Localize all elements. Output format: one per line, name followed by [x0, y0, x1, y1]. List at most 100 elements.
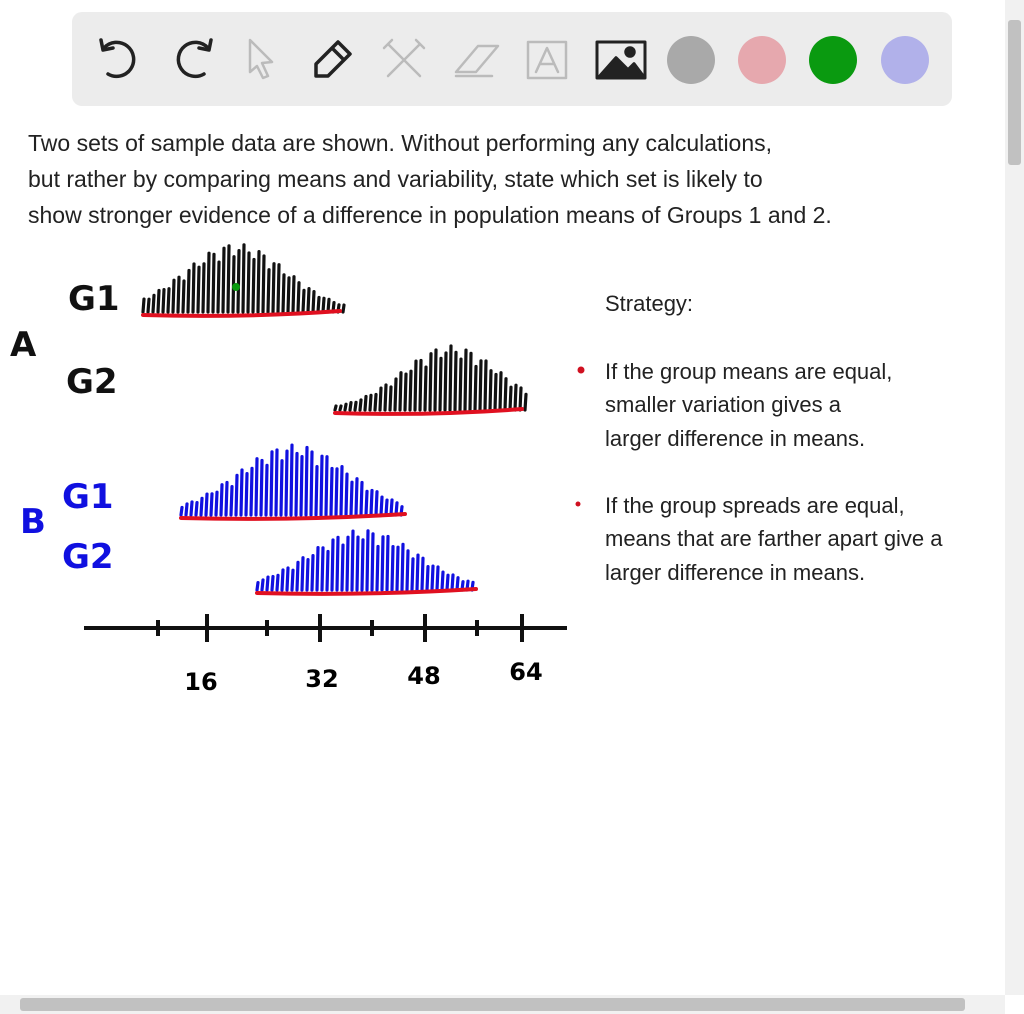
sketch-stroke: [428, 352, 433, 412]
color-swatch-pink[interactable]: [738, 36, 786, 84]
axis-label: 64: [509, 658, 542, 686]
axis-label: 32: [305, 665, 338, 693]
horizontal-scroll-thumb[interactable]: [20, 998, 965, 1011]
color-swatch-green[interactable]: [809, 36, 857, 84]
group-label: G1: [68, 279, 120, 319]
sketch-stroke: [425, 565, 430, 592]
sketch-stroke: [294, 451, 299, 517]
sketch-stroke: [166, 287, 171, 314]
sketch-stroke: [289, 443, 294, 517]
sketch-stroke: [355, 535, 360, 592]
sketch-stroke: [373, 392, 378, 412]
sketch-stroke: [440, 570, 445, 592]
sketch-stroke: [306, 287, 311, 314]
sketch-stroke: [216, 260, 221, 314]
sketch-stroke: [315, 545, 320, 592]
question-line: but rather by comparing means and variab…: [28, 166, 763, 192]
sketch-stroke: [221, 246, 226, 314]
sketch-stroke: [458, 357, 463, 412]
sketch-stroke: [333, 404, 338, 412]
sketch-stroke: [478, 359, 483, 412]
vertical-scroll-thumb[interactable]: [1008, 20, 1021, 165]
sketch-stroke: [395, 545, 400, 592]
redo-button[interactable]: [176, 38, 213, 79]
sketch-stroke: [285, 566, 290, 592]
sketch-stroke: [241, 243, 246, 314]
shapes-tool[interactable]: [382, 38, 426, 78]
sketch-stroke: [523, 392, 528, 412]
sketch-stroke: [513, 383, 518, 412]
sketch-stroke: [413, 359, 418, 412]
sketch-stroke: [311, 289, 316, 314]
sketch: [141, 243, 528, 642]
axis-label: 48: [407, 662, 440, 690]
bullet: [577, 366, 585, 374]
sketch-stroke: [388, 385, 393, 412]
strategy-line: If the group spreads are equal,: [605, 493, 905, 518]
sketch-stroke: [438, 356, 443, 412]
sketch-stroke: [204, 492, 209, 517]
sketch-stroke: [408, 369, 413, 412]
sketch-stroke: [410, 557, 415, 592]
select-tool[interactable]: [248, 38, 274, 80]
sketch-stroke: [299, 455, 304, 517]
sketch-stroke: [498, 371, 503, 412]
group-label: G2: [66, 362, 118, 402]
sketch-stroke: [251, 257, 256, 314]
sketch-stroke: [156, 288, 161, 314]
strategy-line: means that are farther apart give a: [605, 526, 943, 551]
sketch-stroke: [369, 488, 374, 517]
sketch-stroke: [281, 273, 286, 314]
sketch-stroke: [385, 534, 390, 592]
sketch-stroke: [393, 377, 398, 412]
sketch-stroke: [265, 575, 270, 592]
sketch-stroke: [354, 477, 359, 517]
eraser-tool[interactable]: [454, 44, 500, 78]
vertical-scrollbar[interactable]: [1005, 0, 1024, 995]
pen-tool[interactable]: [314, 40, 352, 78]
sketch-stroke: [348, 401, 353, 412]
sketch-stroke: [141, 297, 146, 314]
sketch-stroke: [286, 276, 291, 314]
sketch-stroke: [398, 371, 403, 412]
sketch-stroke: [370, 532, 375, 592]
set-label: A: [10, 325, 37, 365]
text-tool[interactable]: [526, 40, 568, 80]
color-swatch-lavender[interactable]: [881, 36, 929, 84]
sketch-stroke: [390, 544, 395, 592]
color-swatch-gray[interactable]: [667, 36, 715, 84]
sketch-stroke: [196, 265, 201, 314]
sketch-stroke: [319, 454, 324, 517]
strategy-line: larger difference in means.: [605, 560, 865, 585]
sketch-stroke: [455, 576, 460, 592]
sketch-stroke: [463, 348, 468, 412]
sketch-stroke: [211, 252, 216, 314]
sketch-stroke: [171, 278, 176, 314]
sketch-stroke: [214, 490, 219, 517]
sketch-stroke: [255, 580, 260, 592]
sketch-stroke: [259, 458, 264, 517]
sketch-stroke: [274, 448, 279, 517]
sketch-stroke: [219, 483, 224, 517]
sketch-stroke: [338, 404, 343, 412]
sketch-stroke: [236, 249, 241, 314]
sketch-stroke: [374, 490, 379, 517]
sketch-stroke: [256, 249, 261, 314]
sketch-stroke: [448, 344, 453, 412]
sketch-stroke: [345, 535, 350, 592]
sketch-stroke: [209, 492, 214, 517]
sketch-stroke: [383, 383, 388, 412]
group-label: G2: [62, 537, 114, 577]
sketch-stroke: [375, 544, 380, 592]
undo-button[interactable]: [99, 38, 136, 79]
sketch-stroke: [260, 578, 265, 592]
sketch-stroke: [244, 472, 249, 517]
sketch-stroke: [415, 553, 420, 592]
sketch-stroke: [314, 464, 319, 517]
sketch-stroke: [249, 466, 254, 517]
sketch-stroke: [363, 394, 368, 412]
sketch-stroke: [206, 251, 211, 314]
sketch-stroke: [380, 535, 385, 592]
image-tool[interactable]: [595, 40, 647, 80]
